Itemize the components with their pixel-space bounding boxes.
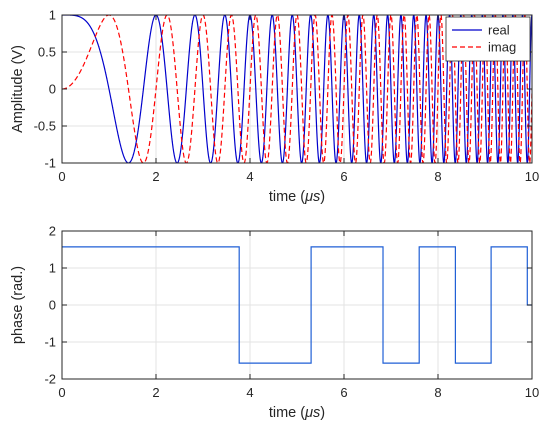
top-x-tick-label-3: 6 — [340, 169, 347, 184]
top-y-tick-label-0: -1 — [44, 156, 56, 171]
bottom-x-axis-label: time (μs) — [269, 405, 325, 421]
bottom-y-axis-label: phase (rad.) — [10, 266, 26, 344]
top-series-real-line — [62, 15, 532, 163]
top-x-axis-label-suffix: ) — [320, 189, 325, 205]
bottom-x-axis-label-prefix: time ( — [269, 405, 305, 421]
bottom-x-tick-label-4: 8 — [434, 385, 441, 400]
top-y-tick-label-4: 1 — [49, 8, 56, 23]
top-x-axis-label-unit: μs — [304, 189, 320, 205]
bottom-x-tick-label-0: 0 — [58, 385, 65, 400]
bottom-y-tick-label-3: 1 — [49, 261, 56, 276]
top-legend-label-imag: imag — [488, 40, 516, 55]
top-y-tick-label-3: 0.5 — [38, 45, 56, 60]
bottom-y-tick-label-0: -2 — [44, 372, 56, 387]
bottom-x-tick-label-5: 10 — [525, 385, 539, 400]
top-x-tick-label-2: 4 — [246, 169, 253, 184]
top-y-tick-label-1: -0.5 — [34, 119, 56, 134]
top-x-tick-label-4: 8 — [434, 169, 441, 184]
top-y-tick-label-2: 0 — [49, 82, 56, 97]
bottom-y-tick-label-4: 2 — [49, 224, 56, 239]
top-x-axis-label-prefix: time ( — [269, 189, 305, 205]
bottom-x-axis-label-unit: μs — [304, 405, 320, 421]
top-chart: 0 2 4 6 8 10 -1 -0.5 0 0.5 1 time (μs) Amplitude (V)… — [10, 8, 539, 206]
bottom-chart: 0 2 4 6 8 10 -2 -1 0 1 2 time (μs) phase (rad.) — [10, 224, 539, 422]
bottom-x-axis-label-suffix: ) — [320, 405, 325, 421]
top-legend: real imag — [445, 16, 531, 62]
bottom-series-line-0-line — [62, 246, 532, 364]
top-x-tick-label-1: 2 — [152, 169, 159, 184]
top-y-axis-label: Amplitude (V) — [10, 45, 26, 133]
top-x-axis-label: time (μs) — [269, 189, 325, 205]
top-legend-box — [445, 16, 531, 62]
bottom-y-tick-label-1: -1 — [44, 335, 56, 350]
top-x-tick-label-0: 0 — [58, 169, 65, 184]
top-x-tick-label-5: 10 — [525, 169, 539, 184]
bottom-y-tick-label-2: 0 — [49, 298, 56, 313]
bottom-x-tick-label-3: 6 — [340, 385, 347, 400]
bottom-x-tick-label-1: 2 — [152, 385, 159, 400]
bottom-x-tick-label-2: 4 — [246, 385, 253, 400]
top-legend-label-real: real — [488, 23, 510, 38]
